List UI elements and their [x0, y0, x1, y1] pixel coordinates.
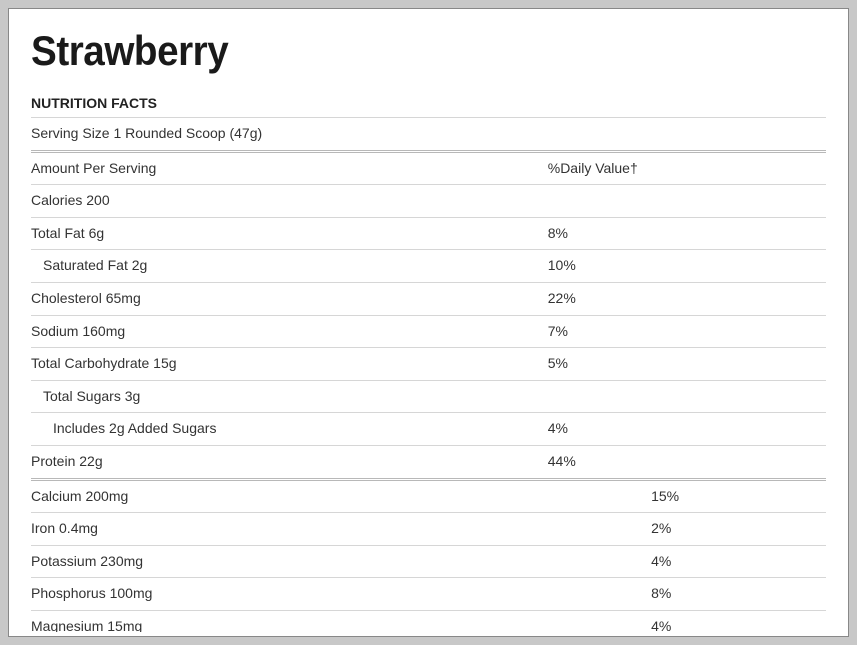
mineral-dv: 2% — [651, 519, 826, 539]
nutrient-row: Includes 2g Added Sugars4% — [31, 413, 826, 446]
nutrient-dv — [548, 387, 826, 407]
mineral-row: Potassium 230mg4% — [31, 546, 826, 579]
mineral-label: Phosphorus 100mg — [31, 584, 651, 604]
nutrient-label: Total Fat 6g — [31, 224, 548, 244]
serving-size-row: Serving Size 1 Rounded Scoop (47g) — [31, 118, 826, 153]
nutrient-label: Calories 200 — [31, 191, 548, 211]
mineral-label: Magnesium 15mg — [31, 617, 651, 632]
nutrient-label: Total Carbohydrate 15g — [31, 354, 548, 374]
nutrient-row: Protein 22g44% — [31, 446, 826, 481]
nutrient-row: Total Fat 6g8% — [31, 218, 826, 251]
nutrient-dv: 10% — [548, 256, 826, 276]
nutrient-label: Sodium 160mg — [31, 322, 548, 342]
mineral-list: Calcium 200mg15%Iron 0.4mg2%Potassium 23… — [31, 481, 826, 632]
mineral-label: Iron 0.4mg — [31, 519, 651, 539]
nutrient-row: Total Carbohydrate 15g5% — [31, 348, 826, 381]
scroll-container[interactable]: Strawberry NUTRITION FACTS Serving Size … — [13, 13, 844, 632]
nutrient-row: Total Sugars 3g — [31, 381, 826, 414]
nutrition-facts-heading: NUTRITION FACTS — [31, 95, 826, 118]
amount-per-serving-label: Amount Per Serving — [31, 159, 548, 179]
nutrient-dv: 5% — [548, 354, 826, 374]
mineral-row: Magnesium 15mg4% — [31, 611, 826, 632]
nutrient-label: Saturated Fat 2g — [31, 256, 548, 276]
nutrient-row: Cholesterol 65mg22% — [31, 283, 826, 316]
nutrient-row: Sodium 160mg7% — [31, 316, 826, 349]
nutrient-dv: 4% — [548, 419, 826, 439]
mineral-dv: 15% — [651, 487, 826, 507]
panel-frame: Strawberry NUTRITION FACTS Serving Size … — [8, 8, 849, 637]
nutrient-dv — [548, 191, 826, 211]
mineral-dv: 4% — [651, 552, 826, 572]
nutrient-dv: 7% — [548, 322, 826, 342]
nutrient-dv: 44% — [548, 452, 826, 472]
nutrient-label: Cholesterol 65mg — [31, 289, 548, 309]
nutrient-row: Saturated Fat 2g10% — [31, 250, 826, 283]
header-row: Amount Per Serving %Daily Value† — [31, 153, 826, 186]
product-title: Strawberry — [31, 27, 762, 75]
mineral-label: Calcium 200mg — [31, 487, 651, 507]
daily-value-header: %Daily Value† — [548, 159, 826, 179]
nutrient-dv: 22% — [548, 289, 826, 309]
mineral-row: Phosphorus 100mg8% — [31, 578, 826, 611]
mineral-row: Iron 0.4mg2% — [31, 513, 826, 546]
nutrient-label: Protein 22g — [31, 452, 548, 472]
mineral-row: Calcium 200mg15% — [31, 481, 826, 514]
mineral-label: Potassium 230mg — [31, 552, 651, 572]
mineral-dv: 8% — [651, 584, 826, 604]
nutrient-row: Calories 200 — [31, 185, 826, 218]
nutrient-label: Includes 2g Added Sugars — [31, 419, 548, 439]
main-nutrient-list: Calories 200Total Fat 6g8%Saturated Fat … — [31, 185, 826, 480]
nutrient-label: Total Sugars 3g — [31, 387, 548, 407]
mineral-dv: 4% — [651, 617, 826, 632]
serving-size-text: Serving Size 1 Rounded Scoop (47g) — [31, 124, 826, 144]
nutrient-dv: 8% — [548, 224, 826, 244]
